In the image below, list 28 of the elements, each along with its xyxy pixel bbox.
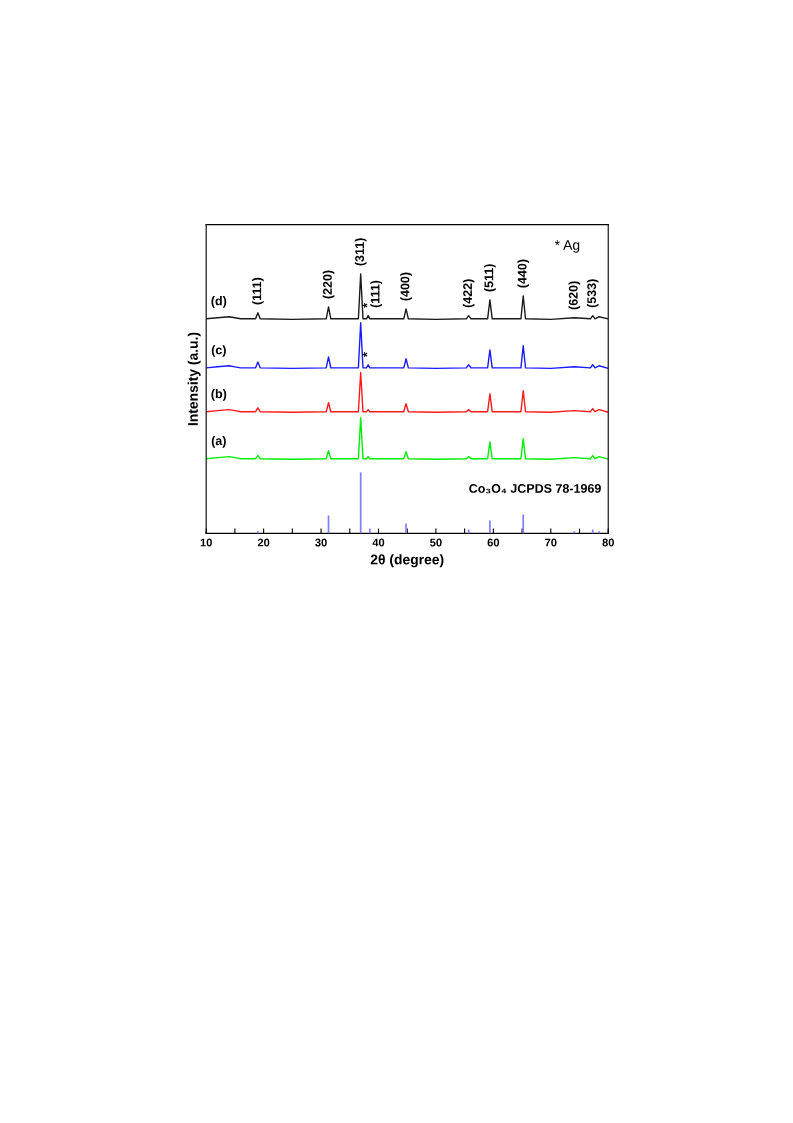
series-label: (d) [211, 296, 227, 308]
x-tick-label: 10 [200, 538, 212, 547]
annotation: (311) [354, 238, 367, 266]
series-label: (b) [211, 389, 227, 401]
x-tick-label: 50 [430, 538, 442, 547]
x-tick-label: 70 [545, 538, 557, 547]
annotation: (400) [400, 272, 412, 301]
x-tick-label: 80 [602, 538, 614, 547]
annotation: (220) [322, 270, 335, 299]
series-label: (c) [211, 345, 226, 357]
annotation: (533) [586, 279, 599, 308]
x-tick-label: 40 [372, 538, 385, 547]
series-label: (a) [211, 435, 226, 448]
annotation: * [362, 352, 368, 357]
annotation: (422) [462, 279, 475, 308]
x-tick-label: 30 [315, 538, 327, 547]
annotation: (620) [568, 281, 581, 310]
y-axis-title: Intensity (a.u.) [187, 332, 201, 426]
annotation: (511) [484, 264, 496, 292]
text: * Ag [554, 240, 580, 253]
annotation: (440) [517, 259, 530, 288]
text: Co₃O₄ JCPDS 78-1969 [469, 484, 601, 494]
annotation: * [362, 303, 368, 308]
annotation: (111) [370, 280, 383, 308]
annotation: (111) [252, 277, 264, 305]
x-axis-title: 2θ (degree) [370, 554, 444, 568]
x-tick-label: 20 [257, 538, 270, 547]
x-tick-label: 60 [487, 538, 500, 547]
